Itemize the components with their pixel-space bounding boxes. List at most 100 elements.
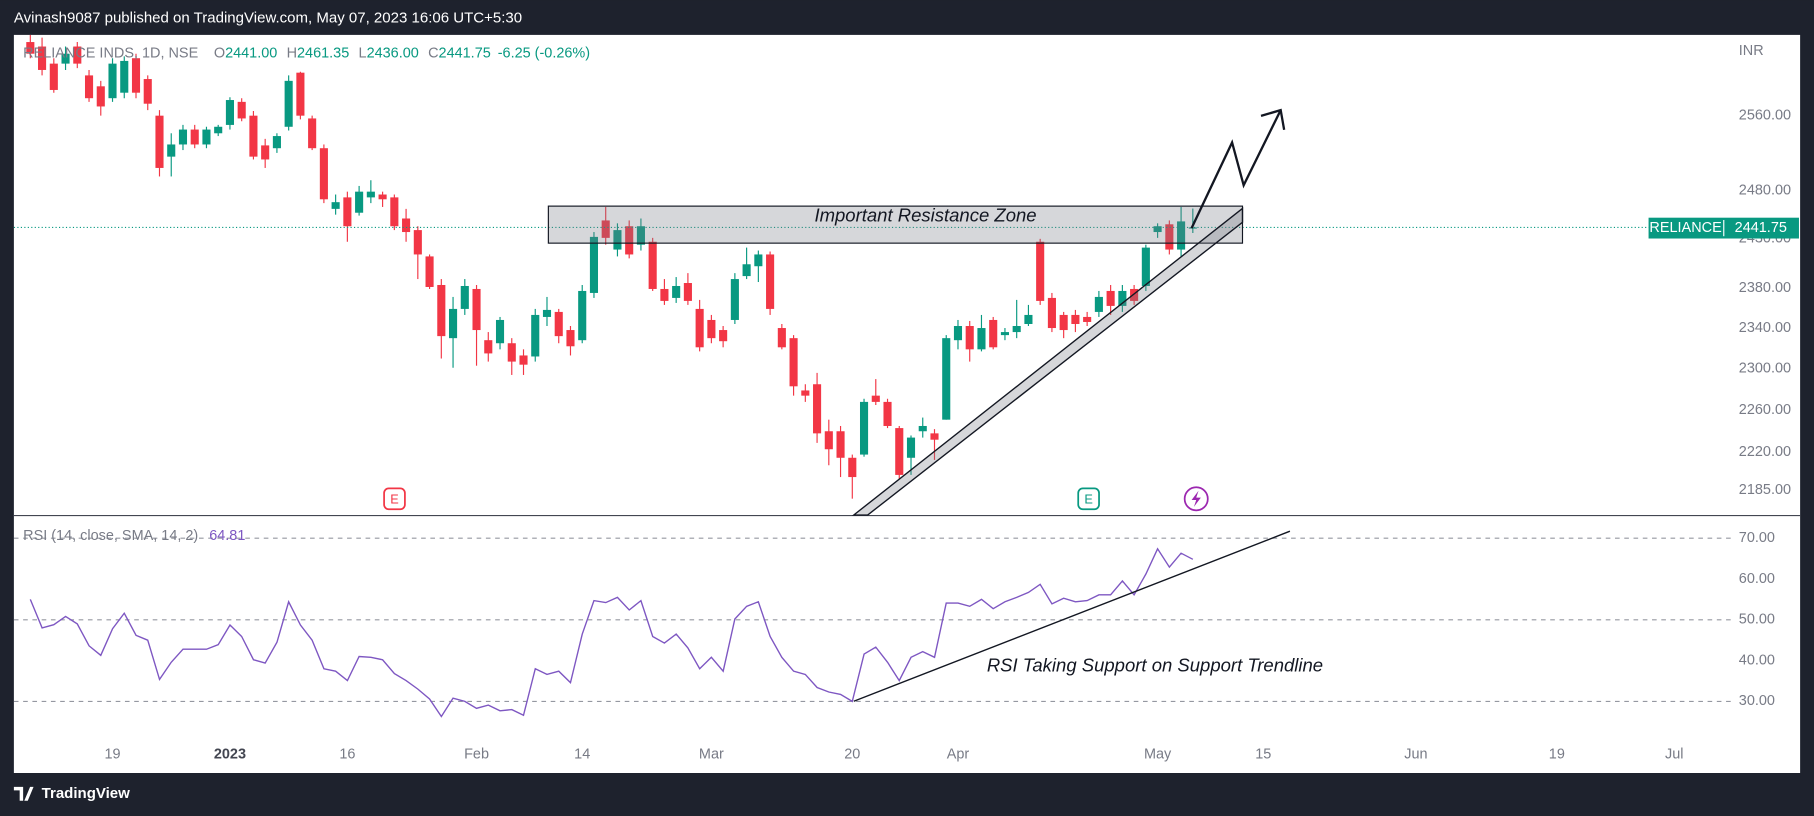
candle-body (96, 86, 105, 107)
candle-body (836, 431, 845, 458)
y-tick-label: 2220.00 (1739, 444, 1791, 460)
candle-body (1130, 288, 1139, 301)
ohlc-value: 2461.35 (297, 45, 349, 61)
candle-body (507, 343, 516, 362)
candle-body (237, 101, 246, 119)
x-tick-label: 16 (339, 746, 355, 762)
y-tick-label: 70.00 (1739, 530, 1775, 546)
support-channel (851, 207, 1244, 516)
candle-body (883, 401, 892, 426)
ohlc-key: C (428, 45, 438, 61)
price-pane (13, 34, 1736, 499)
earnings-badge (383, 487, 406, 511)
x-tick-label: 15 (1255, 746, 1271, 762)
candle-body (977, 328, 986, 350)
y-tick-label: 2340.00 (1739, 320, 1791, 336)
candle-body (1153, 226, 1162, 233)
x-tick-label: Jun (1404, 746, 1427, 762)
arrow-head (1260, 108, 1286, 130)
y-tick-label: 2380.00 (1739, 280, 1791, 296)
candle-body (249, 115, 258, 157)
candle-body (1012, 326, 1021, 333)
candle-body (1059, 314, 1068, 331)
candle-body (813, 384, 822, 434)
candle-body (895, 428, 904, 475)
candle-body (202, 129, 211, 145)
candle-body (625, 226, 634, 255)
candle-body (73, 46, 82, 64)
symbol-title: RELIANCE INDS, 1D, NSE (23, 45, 198, 61)
rsi-trendline (853, 530, 1291, 702)
candle-body (143, 79, 152, 104)
candle-body (38, 46, 47, 70)
candle-body (331, 202, 340, 209)
candle-body (519, 355, 528, 365)
candle-body (824, 431, 833, 450)
axes: 19 2023 16 Feb 14 Mar 20 Apr May 15 Jun 19 Jul 2560.0… (104, 107, 1791, 762)
candle-body (402, 218, 411, 233)
candle-body (355, 191, 364, 213)
candle-body (167, 144, 176, 157)
candle-body (484, 340, 493, 354)
candle-body (178, 129, 188, 145)
candle-body (742, 264, 751, 277)
earnings-label: E (390, 491, 398, 506)
candle-body (695, 308, 704, 348)
y-tick-label: 2185.00 (1739, 482, 1791, 498)
candle-body (131, 58, 141, 93)
candle-body (989, 319, 998, 348)
candle-body (1036, 241, 1045, 301)
candle-body (566, 330, 575, 347)
candle-body (777, 328, 786, 348)
price-legend: RELIANCE INDS, 1D, NSE O2441.00 H2461.35 L… (23, 45, 590, 61)
candle-body (1106, 290, 1115, 306)
x-tick-label: 19 (1549, 746, 1565, 762)
resistance-zone (547, 205, 1244, 244)
dividend-icon (1191, 490, 1201, 507)
x-tick-label: 2023 (214, 746, 246, 762)
candle-body (1141, 247, 1150, 286)
candle-body (472, 288, 481, 331)
candle-body (906, 437, 916, 458)
candle-body (554, 311, 563, 337)
candle-body (578, 290, 587, 341)
logo-icon (13, 786, 34, 801)
chart-area (13, 34, 1801, 773)
candle-body (636, 226, 645, 245)
candle-body (120, 60, 129, 93)
candle-body (319, 148, 328, 200)
x-tick-label: Mar (699, 746, 724, 762)
candle-body (754, 254, 763, 267)
candle-body (1165, 224, 1174, 250)
candle-body (1000, 332, 1009, 336)
rsi-pane (13, 537, 1736, 718)
candle-body (296, 72, 305, 116)
change: -6.25 (-0.26%) (498, 45, 590, 61)
candle-body (108, 63, 117, 99)
logo: TradingView (13, 785, 130, 802)
symbol-tag: RELIANCE (1649, 220, 1722, 236)
y-tick-label: 2260.00 (1739, 402, 1791, 418)
y-tick-label: 50.00 (1739, 612, 1775, 628)
candle-body (495, 319, 505, 344)
candle-body (1177, 221, 1186, 250)
y-tick-label: 2300.00 (1739, 361, 1791, 377)
candle-body (648, 241, 657, 289)
candle-body (719, 330, 728, 342)
candle-body (261, 145, 270, 160)
candle-body (460, 285, 469, 309)
candle-body (437, 284, 446, 337)
x-tick-label: Apr (947, 746, 970, 762)
candle-body (225, 100, 234, 125)
candle-body (26, 42, 35, 54)
rsi-annotation: RSI Taking Support on Support Trendline (987, 654, 1323, 675)
rsi-line (29, 547, 1194, 718)
candle-body (953, 326, 963, 341)
candle-body (284, 80, 293, 127)
x-tick-label: 14 (574, 746, 590, 762)
publish-info: Avinash9087 published on TradingView.com… (14, 10, 522, 27)
candle-body (766, 254, 775, 309)
last-price-tag: 2441.75 (1735, 220, 1787, 236)
